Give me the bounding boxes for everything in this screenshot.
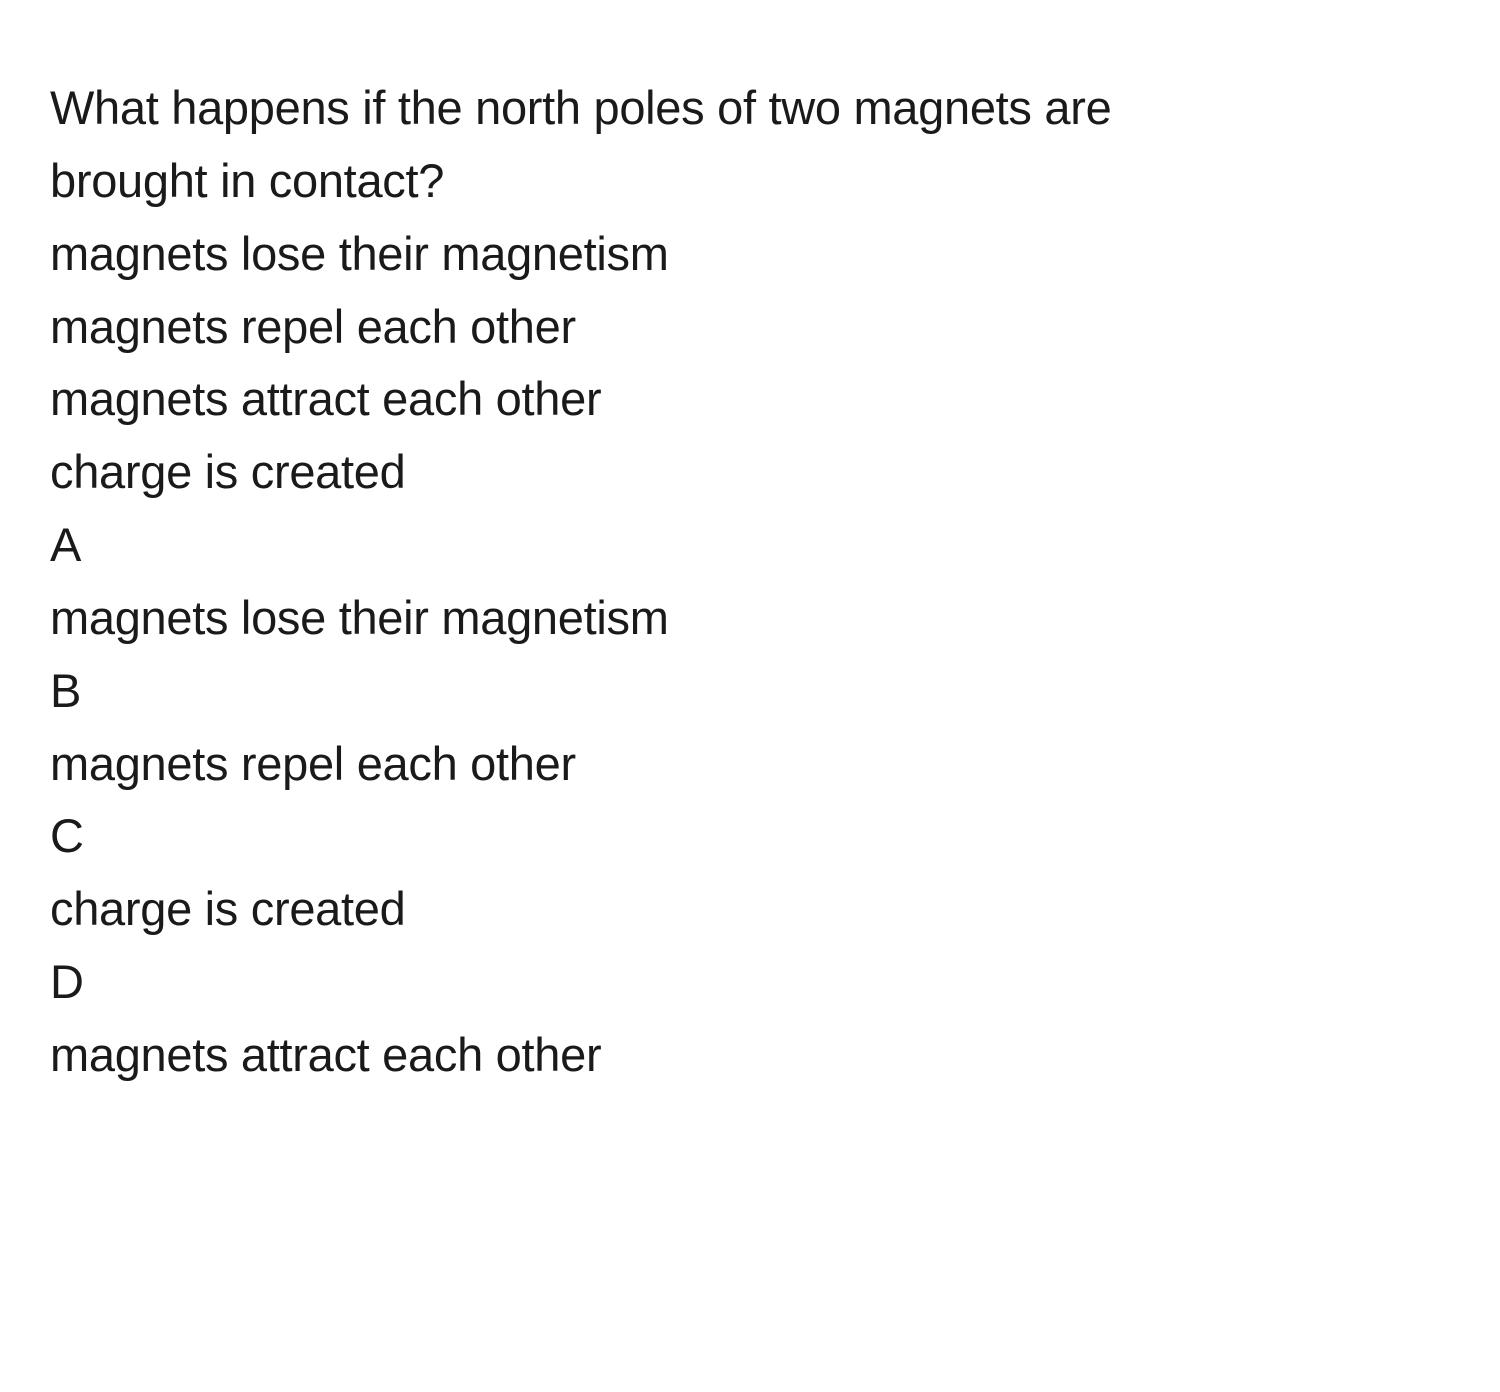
choice-d-text: magnets attract each other: [50, 1019, 1450, 1092]
answer-choices: A magnets lose their magnetism B magnets…: [50, 509, 1450, 1092]
choice-b-letter: B: [50, 655, 1450, 728]
choice-a-letter: A: [50, 509, 1450, 582]
choice-c-letter: C: [50, 800, 1450, 873]
choice-a-text: magnets lose their magnetism: [50, 582, 1450, 655]
option-1: magnets lose their magnetism: [50, 218, 1450, 291]
choice-b-text: magnets repel each other: [50, 728, 1450, 801]
option-list: magnets lose their magnetism magnets rep…: [50, 218, 1450, 509]
choice-d-letter: D: [50, 946, 1450, 1019]
question-line-1: What happens if the north poles of two m…: [50, 81, 1111, 134]
option-4: charge is created: [50, 436, 1450, 509]
choice-c-text: charge is created: [50, 873, 1450, 946]
option-3: magnets attract each other: [50, 363, 1450, 436]
option-2: magnets repel each other: [50, 291, 1450, 364]
question-line-2: brought in contact?: [50, 154, 444, 207]
question-prompt: What happens if the north poles of two m…: [50, 72, 1450, 218]
